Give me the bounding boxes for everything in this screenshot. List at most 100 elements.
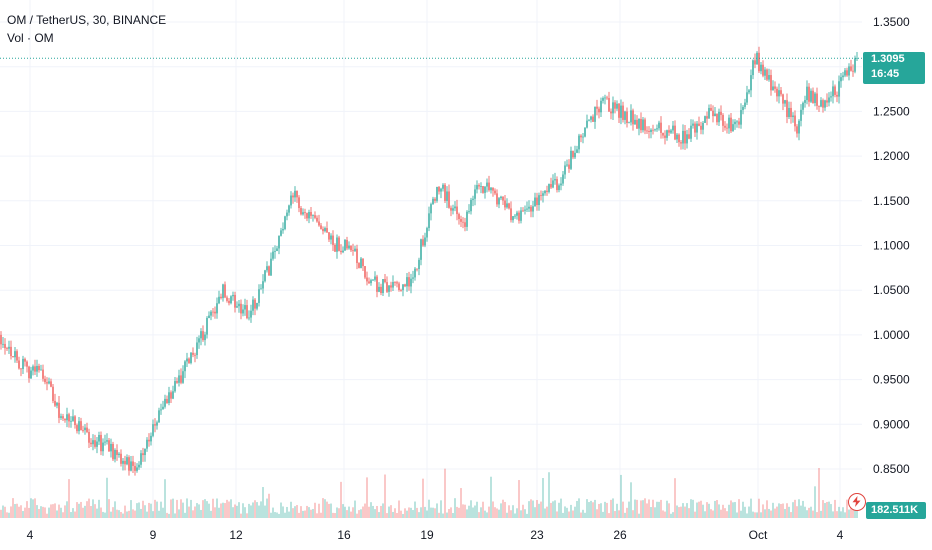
- candle-body: [182, 371, 184, 383]
- candle-body: [594, 106, 596, 122]
- price-tick-label: 1.3500: [873, 15, 910, 29]
- volume-bar: [572, 510, 574, 518]
- volume-bar: [310, 509, 312, 518]
- price-tick-label: 1.0500: [873, 283, 910, 297]
- volume-bar: [744, 506, 746, 518]
- candle-body: [376, 276, 378, 292]
- volume-bar: [334, 513, 336, 518]
- volume-bar: [288, 511, 290, 518]
- lightning-alert-icon[interactable]: [848, 493, 866, 511]
- volume-bar: [706, 502, 708, 518]
- candle-body: [694, 123, 696, 133]
- candle-body: [252, 299, 254, 311]
- volume-bar: [780, 504, 782, 518]
- volume-bar: [558, 502, 560, 518]
- volume-bar: [562, 512, 564, 518]
- candle-body: [488, 182, 490, 191]
- candle-body: [290, 195, 292, 206]
- candle-body: [680, 142, 682, 144]
- volume-bar: [634, 499, 636, 518]
- volume-value-label: 182.511K: [866, 502, 926, 519]
- candle-body: [762, 64, 764, 76]
- volume-bar: [34, 498, 36, 518]
- volume-bar: [530, 499, 532, 518]
- candle-body: [366, 277, 368, 282]
- volume-bar: [136, 503, 138, 518]
- volume-bar: [778, 503, 780, 518]
- volume-bar: [676, 505, 678, 518]
- candle-body: [234, 294, 236, 308]
- volume-bar: [408, 507, 410, 518]
- candle-body: [18, 360, 20, 369]
- time-tick-label: 4: [837, 528, 844, 542]
- volume-bar: [760, 512, 762, 518]
- candle-body: [110, 443, 112, 452]
- candle-body: [646, 130, 648, 132]
- volume-bar: [800, 505, 802, 518]
- candle-body: [130, 461, 132, 471]
- candle-body: [212, 311, 214, 313]
- volume-bar: [460, 488, 462, 518]
- volume-bar: [0, 509, 2, 518]
- volume-bar: [638, 513, 640, 518]
- candle-body: [314, 215, 316, 218]
- volume-bar: [620, 474, 622, 518]
- symbol-title[interactable]: OM / TetherUS, 30, BINANCE: [7, 13, 167, 27]
- candle-body: [372, 279, 374, 281]
- volume-bar: [462, 504, 464, 518]
- candle-body: [720, 111, 722, 115]
- candle-body: [552, 180, 554, 188]
- price-tick-label: 1.2500: [873, 104, 910, 118]
- candle-body: [482, 186, 484, 193]
- candle-body: [196, 342, 198, 356]
- candle-body: [232, 294, 234, 297]
- volume-bar: [340, 481, 342, 518]
- candle-body: [668, 130, 670, 133]
- volume-bar: [396, 513, 398, 518]
- volume-bar: [654, 507, 656, 518]
- candle-body: [152, 424, 154, 436]
- candle-body: [464, 222, 466, 227]
- volume-bar: [496, 508, 498, 518]
- volume-bar: [504, 501, 506, 518]
- candle-body: [80, 421, 82, 431]
- candle-body: [302, 212, 304, 215]
- price-tick-label: 1.1000: [873, 239, 910, 253]
- candle-body: [502, 196, 504, 201]
- volume-bar: [88, 498, 90, 518]
- candle-body: [28, 366, 30, 379]
- candle-body: [830, 96, 832, 98]
- time-axis: 4 9 12 16 19 23 26 Oct 4: [27, 528, 844, 542]
- volume-bar: [124, 505, 126, 518]
- volume-bar: [148, 502, 150, 518]
- candle-body: [318, 221, 320, 226]
- volume-bar: [216, 498, 218, 518]
- candle-body: [570, 150, 572, 169]
- volume-bar: [10, 506, 12, 518]
- volume-bar: [350, 511, 352, 518]
- candle-body: [536, 197, 538, 206]
- volume-bar: [122, 513, 124, 518]
- volume-bar: [62, 512, 64, 518]
- volume-bar: [258, 505, 260, 518]
- volume-bar: [54, 503, 56, 518]
- volume-bar: [476, 501, 478, 518]
- candle-body: [186, 358, 188, 362]
- volume-bar: [100, 507, 102, 518]
- volume-legend[interactable]: Vol · OM: [7, 31, 54, 45]
- volume-bar: [788, 506, 790, 518]
- volume-bar: [236, 505, 238, 518]
- candle-body: [424, 237, 426, 246]
- candle-body: [188, 358, 190, 363]
- candle-body: [342, 250, 344, 253]
- candle-body: [572, 150, 574, 158]
- volume-bar: [670, 513, 672, 518]
- candle-body: [730, 117, 732, 132]
- candle-body: [696, 123, 698, 133]
- candle-body: [676, 134, 678, 140]
- volume-bar: [510, 510, 512, 518]
- volume-bar: [280, 502, 282, 518]
- candle-body: [716, 113, 718, 123]
